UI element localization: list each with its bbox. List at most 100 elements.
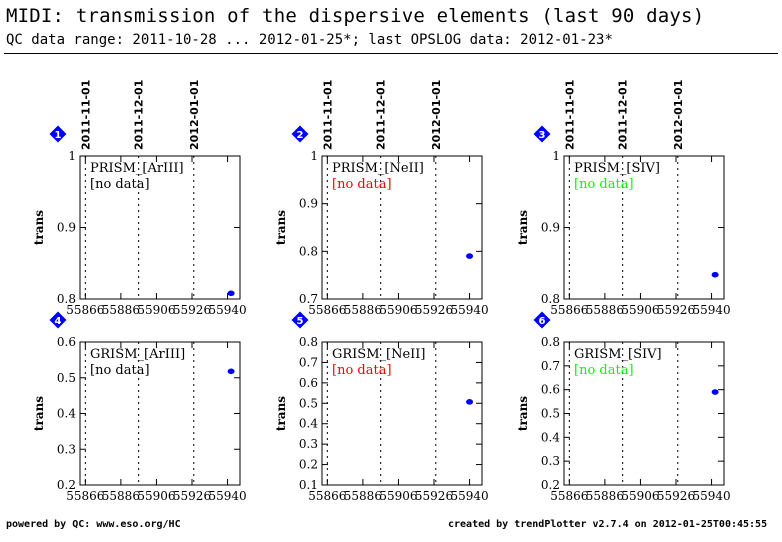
- panel-label: GRISM_[NeII]: [332, 347, 426, 362]
- x-tick-label: 55886: [102, 303, 140, 317]
- x-tick-label: 55940: [450, 489, 488, 503]
- x-tick-label: 55866: [66, 489, 104, 503]
- panel-number-badge: [291, 311, 309, 329]
- y-tick-label: 1: [552, 149, 560, 163]
- x-tick-label: 55940: [208, 303, 246, 317]
- x-tick-label: 55926: [173, 303, 211, 317]
- panel-label: PRISM_[SIV]: [574, 161, 660, 176]
- x-tick-label: 55886: [102, 489, 140, 503]
- x-tick-label: 55906: [137, 303, 175, 317]
- x-tick-label: 55926: [415, 303, 453, 317]
- x-tick-label: 55926: [173, 489, 211, 503]
- no-data-label: [no data]: [90, 177, 150, 192]
- panel-5: 0.10.20.30.40.50.60.70.85586655886559065…: [274, 311, 489, 503]
- y-tick-label: 0.3: [541, 454, 560, 468]
- y-tick-label: 0.7: [541, 359, 560, 373]
- y-tick-label: 0.9: [299, 197, 318, 211]
- y-tick-label: 0.7: [299, 292, 318, 306]
- date-marker-label: 2011-11-01: [321, 80, 334, 150]
- no-data-label: [no data]: [332, 177, 392, 192]
- y-tick-label: 0.2: [541, 478, 560, 492]
- y-tick-label: 0.4: [299, 417, 318, 431]
- panel-6: 0.2 0.3 0.4 0.5 0.6 0.7 0.8 5586655886559065592…: [516, 311, 731, 503]
- plot-frame: [321, 341, 483, 486]
- footer-created-by: created by trendPlotter v2.7.4 on 2012-0…: [448, 519, 768, 530]
- x-tick-label: 55906: [621, 489, 659, 503]
- y-tick-label: 0.5: [57, 371, 76, 385]
- y-tick-label: 0.9: [541, 221, 560, 235]
- plot-frame: [321, 155, 483, 300]
- x-tick-label: 55906: [379, 303, 417, 317]
- date-marker-label: 2012-01-01: [188, 80, 201, 150]
- x-tick-label: 55906: [621, 303, 659, 317]
- x-tick-label: 55886: [586, 489, 624, 503]
- x-tick-label: 55940: [450, 303, 488, 317]
- x-tick-label: 55940: [208, 489, 246, 503]
- panel-label: PRISM_[NeII]: [332, 161, 424, 176]
- y-tick-label: 1: [68, 149, 76, 163]
- x-tick-label: 55866: [308, 303, 346, 317]
- y-tick-label: 0.8: [299, 244, 318, 258]
- data-point: [227, 368, 235, 375]
- data-point: [711, 389, 719, 395]
- data-point: [711, 271, 719, 278]
- y-tick-label: 0.6: [541, 383, 560, 397]
- y-tick-label: 0.2: [299, 458, 318, 472]
- date-marker-label: 2011-12-01: [375, 80, 388, 150]
- x-tick-label: 55940: [692, 489, 730, 503]
- no-data-label: [no data]: [332, 363, 392, 378]
- page-title: MIDI: transmission of the dispersive ele…: [6, 5, 705, 27]
- x-tick-label: 55886: [344, 489, 382, 503]
- x-tick-label: 55886: [586, 303, 624, 317]
- data-point: [466, 399, 474, 405]
- panel-number-badge: [533, 311, 551, 329]
- y-tick-label: 0.4: [541, 430, 560, 444]
- y-tick-label: 0.5: [299, 396, 318, 410]
- title-underline: [4, 53, 778, 54]
- y-tick-label: 1: [310, 149, 318, 163]
- date-marker-label: 2011-11-01: [563, 80, 576, 150]
- x-tick-label: 55906: [379, 489, 417, 503]
- panel-number: 1: [55, 130, 62, 141]
- y-tick-label: 0.3: [57, 442, 76, 456]
- date-marker-label: 2011-12-01: [133, 80, 146, 150]
- x-tick-label: 55926: [657, 489, 695, 503]
- no-data-label: [no data]: [574, 363, 634, 378]
- y-tick-label: 0.1: [299, 478, 318, 492]
- no-data-label: [no data]: [90, 363, 150, 378]
- y-tick-label: 0.7: [299, 355, 318, 369]
- y-tick-label: 0.8: [541, 292, 560, 306]
- y-tick-label: 0.6: [299, 376, 318, 390]
- y-axis-label: trans: [32, 396, 46, 431]
- panel-label: PRISM_[ArIII]: [90, 161, 184, 176]
- panel-number-badge: [533, 125, 551, 143]
- y-axis-label: trans: [516, 396, 530, 431]
- x-tick-label: 55926: [657, 303, 695, 317]
- x-tick-label: 55940: [692, 303, 730, 317]
- y-axis-label: trans: [274, 396, 288, 431]
- x-tick-label: 55866: [66, 303, 104, 317]
- y-tick-label: 0.5: [541, 407, 560, 421]
- panel-number: 2: [297, 130, 304, 141]
- panel-number: 4: [55, 316, 62, 327]
- data-point: [227, 290, 235, 297]
- y-axis-label: trans: [516, 210, 530, 245]
- panel-number: 3: [539, 130, 546, 141]
- panel-number: 6: [539, 316, 546, 327]
- y-tick-label: 0.8: [299, 335, 318, 349]
- date-marker-label: 2012-01-01: [430, 80, 443, 150]
- y-tick-label: 0.8: [57, 292, 76, 306]
- panel-number: 5: [297, 316, 304, 327]
- no-data-label: [no data]: [574, 177, 634, 192]
- x-tick-label: 55866: [550, 303, 588, 317]
- page-subtitle: QC data range: 2011-10-28 ... 2012-01-25…: [6, 32, 613, 48]
- x-tick-label: 55906: [137, 489, 175, 503]
- y-tick-label: 0.8: [541, 335, 560, 349]
- y-tick-label: 0.3: [299, 437, 318, 451]
- date-marker-label: 2011-11-01: [79, 80, 92, 150]
- footer-powered-by: powered by QC: www.eso.org/HC: [6, 519, 181, 530]
